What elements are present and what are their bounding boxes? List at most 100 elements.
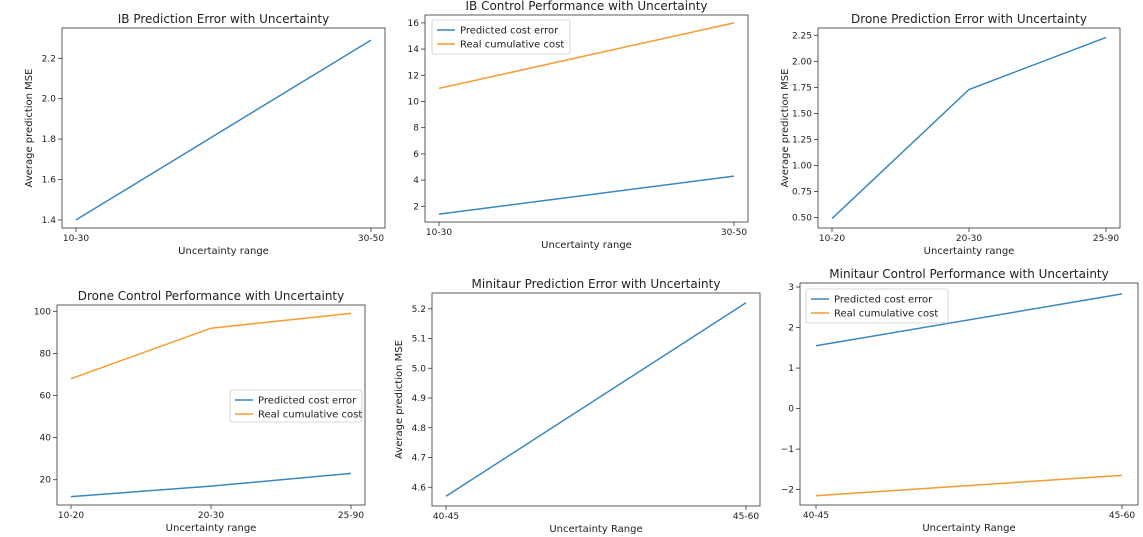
legend-box — [805, 288, 949, 324]
y-tick-label: 2 — [788, 324, 794, 334]
x-tick-label: 45-60 — [733, 512, 759, 522]
chart-panel-5: Minitaur Prediction Error with Uncertain… — [394, 277, 761, 535]
chart-title: Drone Prediction Error with Uncertainty — [851, 12, 1087, 26]
y-tick-label: 4.7 — [412, 454, 426, 464]
x-tick-label: 45-60 — [1109, 511, 1135, 521]
x-tick-label: 10-30 — [63, 234, 89, 244]
legend-entry: Real cumulative cost — [834, 309, 938, 320]
y-tick-label: 12 — [408, 71, 419, 81]
plot-frame — [431, 292, 761, 507]
x-tick-label: 10-20 — [58, 511, 84, 521]
y-tick-label: 10 — [408, 97, 420, 107]
series-line-1 — [75, 39, 372, 221]
y-tick-label: 4.8 — [412, 424, 427, 434]
plot-frame — [424, 14, 749, 223]
chart-title: Drone Control Performance with Uncertain… — [78, 289, 344, 303]
y-tick-label: 80 — [40, 349, 52, 359]
chart-panel-2: IB Control Performance with Uncertainty 2… — [408, 0, 749, 251]
x-tick-label: 20-30 — [956, 234, 982, 244]
legend: Predicted cost error Real cumulative cost — [229, 389, 363, 423]
y-tick-label: 2.2 — [42, 54, 56, 64]
x-tick-label: 25-90 — [338, 511, 364, 521]
x-tick-label: 40-45 — [433, 512, 459, 522]
legend-entry: Real cumulative cost — [258, 410, 362, 421]
y-tick-label: 5.1 — [412, 335, 426, 345]
plot-frame — [817, 27, 1121, 229]
y-tick-label: 20 — [40, 476, 52, 486]
y-tick-label: 2.00 — [792, 57, 812, 67]
y-tick-label: 16 — [408, 19, 420, 29]
chart-title: IB Prediction Error with Uncertainty — [118, 12, 329, 26]
y-tick-label: 4 — [413, 176, 419, 186]
x-axis-label: Uncertainty range — [178, 246, 269, 257]
y-tick-label: 1 — [788, 364, 794, 374]
series-line-1 — [815, 293, 1123, 347]
x-tick-label: 25-90 — [1093, 234, 1119, 244]
x-tick-label: 30-50 — [721, 228, 747, 238]
legend: Predicted cost error Real cumulative cost — [431, 19, 571, 55]
y-tick-label: 100 — [34, 307, 51, 317]
y-tick-label: 1.4 — [42, 216, 57, 226]
legend-entry: Predicted cost error — [460, 26, 559, 37]
y-tick-label: 8 — [413, 124, 419, 134]
y-tick-label: −2 — [781, 486, 794, 496]
y-tick-label: 1.25 — [792, 135, 812, 145]
chart-title: IB Control Performance with Uncertainty — [465, 0, 707, 13]
legend-box — [431, 19, 571, 55]
y-tick-label: 0.50 — [792, 214, 812, 224]
y-tick-label: −1 — [781, 445, 794, 455]
y-tick-label: 4.6 — [412, 483, 427, 493]
chart-panel-3: Drone Prediction Error with Uncertainty 0… — [780, 12, 1121, 257]
x-axis-label: Uncertainty Range — [549, 524, 642, 535]
x-axis-label: Uncertainty range — [924, 246, 1015, 257]
x-tick-label: 20-30 — [198, 511, 224, 521]
y-tick-label: 40 — [40, 434, 52, 444]
y-tick-label: 5.0 — [412, 364, 427, 374]
x-tick-label: 40-45 — [803, 511, 829, 521]
y-axis-label: Average prediction MSE — [394, 340, 405, 459]
series-line-2 — [815, 474, 1123, 497]
chart-title: Minitaur Control Performance with Uncert… — [829, 267, 1108, 281]
chart-title: Minitaur Prediction Error with Uncertain… — [472, 277, 721, 291]
chart-panel-1: IB Prediction Error with Uncertainty 1.4 1… — [24, 12, 386, 257]
chart-panel-4: Drone Control Performance with Uncertain… — [34, 289, 366, 534]
y-tick-label: 4.9 — [412, 394, 427, 404]
y-tick-label: 0 — [788, 405, 794, 415]
y-tick-label: 2.25 — [792, 31, 812, 41]
series-line-2 — [438, 22, 735, 90]
y-tick-label: 1.00 — [792, 162, 812, 172]
y-tick-label: 6 — [413, 150, 419, 160]
legend-box — [229, 389, 363, 423]
x-tick-label: 30-50 — [358, 234, 384, 244]
y-tick-label: 2 — [413, 202, 419, 212]
x-axis-label: Uncertainty Range — [922, 523, 1015, 534]
legend-entry: Real cumulative cost — [460, 40, 564, 51]
series-line-1 — [70, 472, 352, 498]
y-tick-label: 60 — [40, 392, 52, 402]
plot-frame — [61, 27, 386, 229]
y-tick-label: 1.50 — [792, 109, 812, 119]
series-line-1 — [831, 36, 1107, 220]
y-axis-label: Average prediction MSE — [24, 69, 35, 188]
x-tick-label: 10-30 — [426, 228, 452, 238]
y-tick-label: 0.75 — [792, 188, 812, 198]
y-tick-label: 2.0 — [42, 95, 57, 105]
plot-frame — [799, 282, 1139, 506]
series-line-2 — [70, 312, 352, 380]
y-tick-label: 1.75 — [792, 83, 812, 93]
legend: Predicted cost error Real cumulative cost — [805, 288, 949, 324]
y-tick-label: 1.8 — [42, 135, 57, 145]
x-axis-label: Uncertainty range — [166, 523, 257, 534]
chart-panel-6: Minitaur Control Performance with Uncert… — [781, 267, 1139, 534]
y-tick-label: 3 — [788, 283, 794, 293]
y-tick-label: 14 — [408, 45, 420, 55]
legend-entry: Predicted cost error — [258, 396, 357, 407]
y-tick-label: 1.6 — [42, 176, 57, 186]
x-axis-label: Uncertainty range — [541, 240, 632, 251]
y-axis-label: Average prediction MSE — [780, 69, 791, 188]
x-tick-label: 10-20 — [819, 234, 845, 244]
legend-entry: Predicted cost error — [834, 295, 933, 306]
series-line-1 — [445, 302, 747, 497]
y-tick-label: 5.2 — [412, 305, 426, 315]
